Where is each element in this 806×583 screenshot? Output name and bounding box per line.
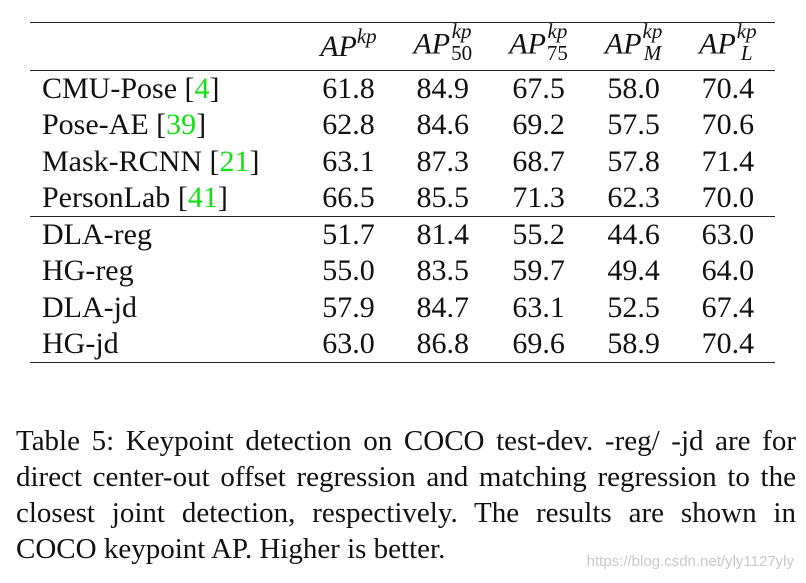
- value-cell: 44.6: [607, 218, 660, 251]
- method-name: CMU-Pose: [42, 72, 178, 105]
- value-cell: 63.1: [322, 144, 375, 178]
- method-name-cell: CMU-Pose [4]: [42, 72, 220, 105]
- value-cell: 67.4: [701, 290, 755, 324]
- citation-link[interactable]: 39: [166, 108, 197, 142]
- value-cell: 86.8: [416, 327, 470, 360]
- value-cell: 70.4: [701, 327, 755, 360]
- value-cell: 51.7: [322, 218, 375, 251]
- value-cell: 55.2: [512, 218, 565, 251]
- value-cell: 69.2: [512, 108, 565, 142]
- column-header-base: AP: [509, 27, 546, 61]
- method-name: HG-reg: [42, 254, 134, 288]
- watermark: https://blog.csdn.net/yly1127yly: [586, 553, 794, 570]
- column-header-sup: kp: [736, 19, 757, 43]
- column-header-apm: AP kp M: [587, 19, 681, 71]
- column-header-apl: AP kp L: [681, 19, 775, 71]
- value-cell: 59.7: [512, 254, 565, 288]
- column-header-sub: L: [740, 41, 753, 65]
- value-cell: 61.8: [322, 72, 375, 105]
- method-name-cell: HG-jd: [30, 326, 302, 363]
- value-cell: 66.5: [322, 181, 375, 214]
- table-row: DLA-jd 57.9 84.7 63.1 52.5 67.4: [30, 290, 775, 327]
- value-cell: 63.0: [322, 327, 375, 360]
- citation-link[interactable]: 21: [219, 144, 250, 178]
- column-header-base: AP: [413, 27, 451, 61]
- keypoint-results-table: APkp AP kp 50 AP kp 75 AP kp M AP kp L CMU-Pose …: [30, 19, 775, 363]
- method-name: Pose-AE: [42, 108, 149, 142]
- value-cell: 57.5: [607, 108, 660, 142]
- results-table-container: APkp AP kp 50 AP kp 75 AP kp M AP kp L CMU-Pose …: [30, 19, 775, 363]
- method-name-cell: DLA-jd: [30, 290, 302, 327]
- method-name: DLA-jd: [42, 290, 137, 324]
- column-header-base: AP: [699, 27, 736, 61]
- method-name: DLA-reg: [42, 218, 152, 251]
- value-cell: 68.7: [512, 144, 565, 178]
- value-cell: 62.3: [607, 181, 660, 214]
- value-cell: 63.1: [512, 290, 565, 324]
- value-cell: 62.8: [322, 108, 375, 142]
- header-row: APkp AP kp 50 AP kp 75 AP kp M AP kp L: [30, 19, 775, 71]
- value-cell: 84.6: [416, 108, 470, 142]
- value-cell: 70.6: [701, 108, 755, 142]
- column-header-sub: 75: [546, 41, 568, 65]
- value-cell: 58.0: [607, 72, 660, 105]
- method-name-cell: PersonLab [41]: [42, 181, 228, 214]
- value-cell: 63.0: [701, 218, 755, 251]
- method-name-cell: Pose-AE [39]: [42, 108, 207, 142]
- value-cell: 84.7: [416, 290, 470, 324]
- table-row: DLA-reg 51.7 81.4 55.2 44.6 63.0: [30, 216, 775, 254]
- value-cell: 55.0: [322, 254, 375, 288]
- value-cell: 49.4: [607, 254, 660, 288]
- value-cell: 71.4: [701, 144, 755, 178]
- method-name: HG-jd: [42, 327, 119, 360]
- table-row: Mask-RCNN [21] 63.1 87.3 68.7 57.8 71.4: [30, 144, 775, 181]
- citation-link[interactable]: 4: [194, 72, 210, 105]
- column-header-sub: 50: [451, 41, 473, 65]
- method-name: PersonLab: [42, 181, 171, 214]
- table-row: PersonLab [41] 66.5 85.5 71.3 62.3 70.0: [30, 180, 775, 217]
- column-header-base: AP: [604, 27, 642, 61]
- value-cell: 81.4: [416, 218, 470, 251]
- value-cell: 87.3: [416, 144, 470, 178]
- column-header-sup: kp: [547, 19, 568, 43]
- method-column-header: [30, 23, 302, 71]
- column-header-sup: kp: [642, 19, 663, 43]
- column-header-sub: M: [643, 41, 662, 65]
- method-name-cell: DLA-reg: [30, 217, 302, 254]
- method-name: Mask-RCNN: [42, 144, 203, 178]
- table-row: CMU-Pose [4] 61.8 84.9 67.5 58.0 70.4: [30, 71, 775, 108]
- table-header: APkp AP kp 50 AP kp 75 AP kp M AP kp L: [30, 19, 775, 71]
- table-row: Pose-AE [39] 62.8 84.6 69.2 57.5 70.6: [30, 107, 775, 144]
- table-body: CMU-Pose [4] 61.8 84.9 67.5 58.0 70.4 Po…: [30, 71, 775, 363]
- table-caption: Table 5: Keypoint detection on COCO test…: [16, 425, 796, 565]
- column-header-sup: kp: [451, 19, 472, 43]
- value-cell: 57.9: [322, 290, 375, 324]
- column-header-ap50: AP kp 50: [395, 19, 491, 71]
- method-name-cell: HG-reg: [30, 253, 302, 290]
- value-cell: 71.3: [512, 181, 565, 214]
- value-cell: 67.5: [512, 72, 565, 105]
- table-row: HG-reg 55.0 83.5 59.7 49.4 64.0: [30, 253, 775, 290]
- value-cell: 85.5: [416, 181, 470, 214]
- value-cell: 69.6: [512, 327, 565, 360]
- citation-link[interactable]: 41: [187, 181, 218, 214]
- value-cell: 58.9: [607, 327, 660, 360]
- value-cell: 64.0: [701, 254, 755, 288]
- column-header-ap75: AP kp 75: [491, 19, 587, 71]
- value-cell: 57.8: [607, 144, 660, 178]
- value-cell: 52.5: [607, 290, 660, 324]
- column-header-sup: kp: [356, 23, 377, 48]
- value-cell: 70.4: [701, 72, 755, 105]
- column-header-base: AP: [320, 29, 357, 63]
- table-row: HG-jd 63.0 86.8 69.6 58.9 70.4: [30, 326, 775, 363]
- method-name-cell: Mask-RCNN [21]: [42, 144, 260, 178]
- value-cell: 83.5: [416, 254, 470, 288]
- value-cell: 84.9: [416, 72, 470, 105]
- column-header-ap: APkp: [302, 23, 395, 71]
- value-cell: 70.0: [701, 181, 755, 214]
